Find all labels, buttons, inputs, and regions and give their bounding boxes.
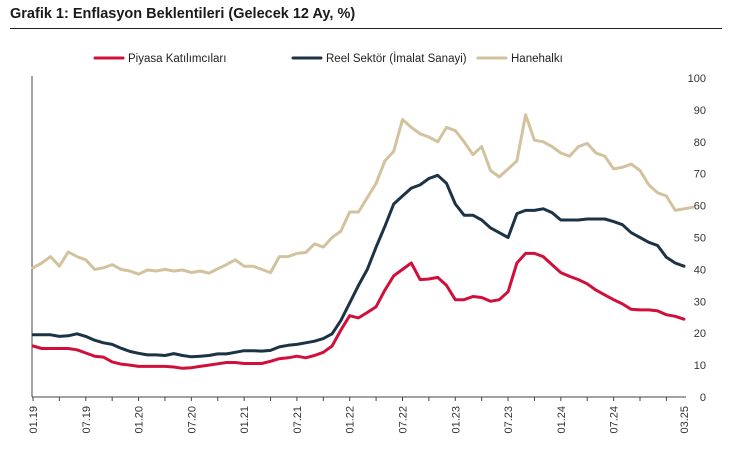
y-tick-label: 60 bbox=[694, 201, 706, 213]
series-line bbox=[31, 173, 686, 359]
x-tick-label: 07.21 bbox=[292, 406, 304, 434]
x-tick-label: 07.23 bbox=[503, 406, 515, 434]
x-tick-label: 01.22 bbox=[345, 406, 357, 434]
legend-label: Piyasa Katılımcıları bbox=[128, 53, 226, 65]
y-tick-label: 20 bbox=[694, 328, 706, 340]
y-tick-label: 80 bbox=[694, 137, 706, 149]
x-tick-label: 01.19 bbox=[28, 406, 40, 434]
y-tick-label: 100 bbox=[688, 73, 706, 85]
chart-legend: Piyasa Katılımcıları Reel Sektör (İmalat … bbox=[93, 52, 563, 65]
series-line bbox=[31, 251, 686, 370]
x-tick-label: 07.20 bbox=[186, 406, 198, 434]
x-tick-label: 07.24 bbox=[609, 406, 621, 434]
title-divider bbox=[10, 28, 722, 29]
y-tick-label: 0 bbox=[700, 392, 706, 404]
x-tick-label: 01.23 bbox=[450, 406, 462, 434]
chart-title: Grafik 1: Enflasyon Beklentileri (Gelece… bbox=[10, 6, 356, 22]
x-tick-label: 07.19 bbox=[81, 406, 93, 434]
y-tick-label: 50 bbox=[694, 233, 706, 245]
y-tick-label: 10 bbox=[694, 360, 706, 372]
series-line bbox=[31, 113, 695, 276]
y-tick-label: 30 bbox=[694, 296, 706, 308]
chart-series bbox=[31, 113, 695, 370]
legend-label: Hanehalkı bbox=[511, 53, 563, 65]
legend-label: Reel Sektör (İmalat Sanayi) bbox=[326, 52, 467, 65]
y-tick-label: 90 bbox=[694, 105, 706, 117]
y-tick-label: 70 bbox=[694, 169, 706, 181]
x-tick-label: 03.25 bbox=[679, 406, 691, 434]
y-tick-label: 40 bbox=[694, 264, 706, 276]
chart-axes: 0 10 20 30 40 50 60 70 80 90 100 01.19 07.19 01.20 07.… bbox=[28, 73, 706, 434]
x-tick-label: 07.22 bbox=[397, 406, 409, 434]
x-tick-label: 01.21 bbox=[239, 406, 251, 434]
x-tick-label: 01.24 bbox=[556, 406, 568, 434]
x-tick-label: 01.20 bbox=[134, 406, 146, 434]
